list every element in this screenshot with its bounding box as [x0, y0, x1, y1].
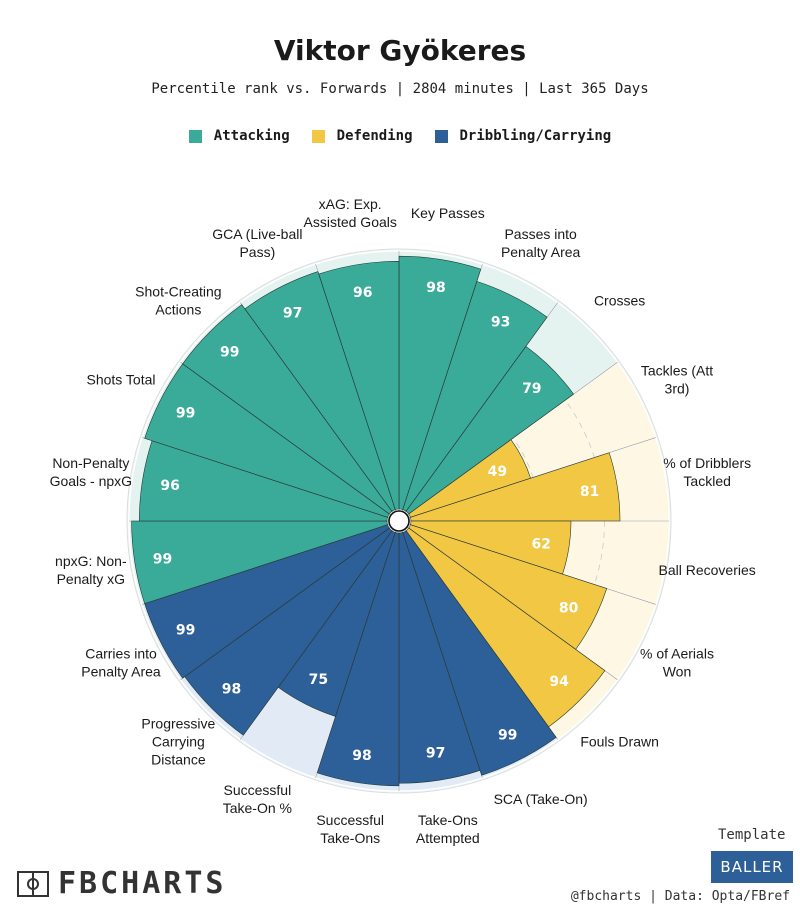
slice-value: 93	[491, 314, 510, 330]
legend-item-dribbling: Dribbling/Carrying	[434, 128, 612, 144]
slice-divider	[398, 362, 618, 522]
legend-swatch-attacking	[188, 129, 202, 143]
source-credit: @fbcharts | Data: Opta/FBref	[570, 889, 790, 904]
slice-value: 49	[488, 464, 507, 480]
slice-value: 99	[220, 345, 239, 361]
slice-label: % of Aerials Won	[640, 646, 714, 680]
slice-value: 98	[222, 681, 241, 697]
slice-value: 99	[176, 405, 195, 421]
slice-value: 80	[559, 600, 579, 616]
slice-label: Crosses	[594, 292, 645, 308]
slice-label: % of Dribblers Tackled	[663, 455, 751, 489]
slice-divider	[240, 302, 400, 522]
slice-divider	[142, 520, 400, 605]
slice-divider	[240, 520, 400, 740]
slice-label: Carries into Penalty Area	[81, 646, 161, 680]
slice-value: 99	[153, 551, 172, 567]
template-badge: BALLER	[711, 851, 793, 883]
legend-swatch-dribbling	[434, 129, 448, 143]
slice-value: 79	[522, 381, 541, 397]
slice-divider	[398, 520, 483, 778]
slice-value: 96	[353, 285, 372, 301]
slice-label: xAG: Exp. Assisted Goals	[304, 196, 397, 230]
slice-label: Passes into Penalty Area	[501, 226, 581, 260]
slice-value: 94	[549, 674, 569, 690]
slice-divider	[180, 362, 400, 522]
slice-label: Successful Take-Ons	[316, 812, 384, 846]
slice-label: Non-Penalty Goals - npxG	[50, 455, 132, 489]
slice-divider	[398, 302, 558, 522]
slice-value: 99	[176, 623, 195, 639]
chart-subtitle: Percentile rank vs. Forwards | 2804 minu…	[151, 81, 649, 97]
slice-divider	[315, 264, 400, 522]
slice-label: Ball Recoveries	[659, 562, 756, 578]
slice-label: Fouls Drawn	[580, 734, 659, 750]
slice-label: Shot-Creating Actions	[135, 283, 221, 317]
slice-value: 97	[426, 745, 445, 761]
slice-value: 62	[531, 537, 550, 553]
slice-value: 98	[352, 748, 371, 764]
slice-label: SCA (Take-On)	[494, 791, 588, 807]
legend: Attacking Defending Dribbling/Carrying	[0, 128, 800, 144]
slice-label: Successful Take-On %	[223, 782, 292, 816]
legend-label-attacking: Attacking	[213, 128, 290, 144]
slice-value: 75	[309, 672, 328, 688]
slice-divider	[315, 520, 400, 778]
chart-center	[388, 510, 410, 532]
slice-divider	[398, 520, 618, 680]
slice-value: 96	[160, 478, 179, 494]
slice-label: Progressive Carrying Distance	[141, 716, 215, 768]
slice-divider	[398, 264, 483, 522]
slice-divider	[142, 437, 400, 522]
slice-value: 99	[498, 727, 517, 743]
legend-item-defending: Defending	[311, 128, 413, 144]
slice-label: Tackles (Att 3rd)	[641, 362, 713, 396]
pitch-icon	[16, 867, 50, 901]
slice-divider	[398, 437, 656, 522]
chart-title: Viktor Gyökeres	[273, 34, 527, 67]
fbcharts-logo: FBCHARTS	[16, 866, 227, 901]
slice-divider	[398, 520, 558, 740]
slice-label: Take-Ons Attempted	[416, 812, 480, 846]
slice-divider	[180, 520, 400, 680]
slice-value: 98	[426, 280, 445, 296]
legend-label-defending: Defending	[336, 128, 413, 144]
legend-swatch-defending	[311, 129, 325, 143]
legend-item-attacking: Attacking	[188, 128, 290, 144]
slice-label: GCA (Live-ball Pass)	[212, 226, 302, 260]
slice-label: Key Passes	[411, 205, 485, 221]
slice-label: npxG: Non-Penalty xG	[55, 553, 127, 587]
slice-divider	[398, 520, 656, 605]
template-label: Template	[718, 827, 786, 843]
slice-value: 81	[580, 484, 599, 500]
legend-label-dribbling: Dribbling/Carrying	[459, 128, 612, 144]
slice-value: 97	[283, 305, 302, 321]
logo-text: FBCHARTS	[58, 866, 227, 901]
slice-label: Shots Total	[86, 371, 155, 387]
